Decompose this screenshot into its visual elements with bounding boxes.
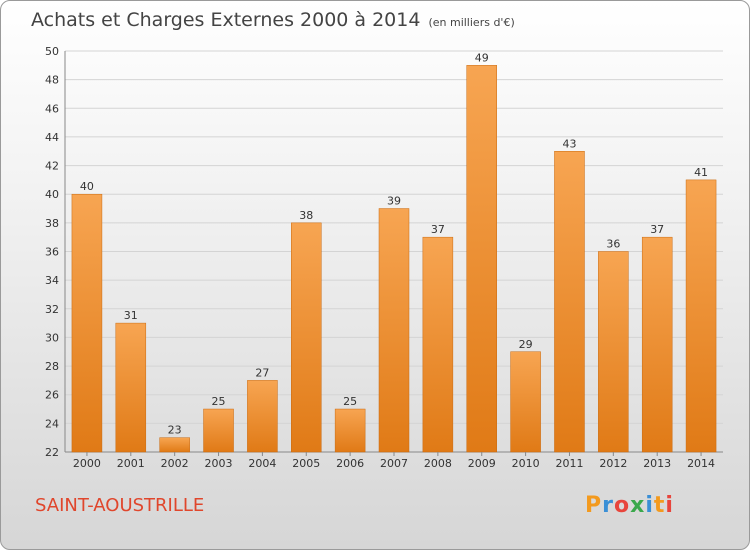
x-tick-label: 2005 [292, 457, 320, 470]
y-tick-label: 24 [45, 417, 59, 430]
commune-name: SAINT-AOUSTRILLE [35, 495, 205, 516]
y-tick-label: 36 [45, 246, 59, 259]
x-tick-label: 2007 [380, 457, 408, 470]
x-tick-label: 2002 [161, 457, 189, 470]
y-tick-label: 46 [45, 102, 59, 115]
x-tick-label: 2014 [687, 457, 715, 470]
bar-2005 [291, 222, 322, 453]
data-label: 31 [124, 309, 138, 322]
x-tick-label: 2000 [73, 457, 101, 470]
x-tick-label: 2009 [468, 457, 496, 470]
bar-2011 [554, 151, 585, 453]
bar-2012 [598, 251, 629, 453]
y-tick-label: 30 [45, 331, 59, 344]
y-tick-labels: 22 24 26 28 30 32 34 36 38 40 42 44 46 48 50 [45, 45, 59, 459]
bar-2004 [247, 380, 278, 453]
x-tick-label: 2012 [599, 457, 627, 470]
data-label: 37 [650, 223, 664, 236]
data-labels: 40 31 23 25 27 38 25 39 37 49 29 43 36 37 41 [80, 51, 708, 436]
data-label: 27 [255, 366, 269, 379]
data-label: 36 [606, 238, 620, 251]
logo-letter: t [653, 493, 666, 518]
proxiti-logo: Proxiti [585, 493, 674, 518]
logo-letter: P [585, 493, 603, 518]
bar-2010 [510, 351, 541, 453]
logo-letter: i [645, 493, 654, 518]
x-tick-label: 2011 [555, 457, 583, 470]
data-label: 39 [387, 195, 401, 208]
data-label: 49 [475, 51, 489, 64]
x-tick-label: 2006 [336, 457, 364, 470]
y-tick-label: 34 [45, 274, 59, 287]
y-tick-label: 26 [45, 389, 59, 402]
x-tick-label: 2010 [512, 457, 540, 470]
bar-2014 [685, 179, 717, 453]
x-tick-label: 2003 [205, 457, 233, 470]
logo-letter: o [613, 493, 631, 518]
data-label: 29 [519, 338, 533, 351]
y-tick-label: 22 [45, 446, 59, 459]
bar-2003 [203, 408, 234, 453]
y-tick-label: 40 [45, 188, 59, 201]
chart-title: Achats et Charges Externes 2000 à 2014 (e… [31, 9, 515, 31]
logo-letter: i [665, 493, 674, 518]
x-tick-label: 2013 [643, 457, 671, 470]
data-label: 25 [212, 395, 226, 408]
bar-2006 [334, 408, 366, 453]
x-tick-label: 2001 [117, 457, 145, 470]
data-label: 23 [168, 424, 182, 437]
bar-2013 [641, 236, 673, 453]
y-tick-label: 42 [45, 160, 59, 173]
logo-letter: r [602, 493, 614, 518]
title-text: Achats et Charges Externes 2000 à 2014 [31, 9, 421, 31]
y-tick-label: 48 [45, 74, 59, 87]
chart-subtitle: (en milliers d'€) [428, 16, 515, 29]
x-tick-labels: 2000 2001 2002 2003 2004 2005 2006 2007 2008 2009… [73, 452, 715, 470]
data-label: 40 [80, 180, 94, 193]
x-tick-label: 2008 [424, 457, 452, 470]
bar-2009 [466, 65, 497, 453]
y-tick-label: 28 [45, 360, 59, 373]
bar-2001 [115, 322, 147, 453]
bar-2008 [422, 236, 454, 453]
data-label: 41 [694, 166, 708, 179]
bars [71, 65, 717, 453]
data-label: 43 [562, 137, 576, 150]
y-tick-label: 32 [45, 303, 59, 316]
data-label: 38 [299, 209, 313, 222]
x-tick-label: 2004 [248, 457, 276, 470]
y-tick-label: 38 [45, 217, 59, 230]
logo-letter: x [630, 493, 646, 518]
bar-2007 [378, 208, 410, 453]
data-label: 37 [431, 223, 445, 236]
y-tick-label: 50 [45, 45, 59, 58]
bar-2000 [71, 193, 103, 453]
bar-2002 [159, 437, 190, 453]
y-tick-label: 44 [45, 131, 59, 144]
data-label: 25 [343, 395, 357, 408]
